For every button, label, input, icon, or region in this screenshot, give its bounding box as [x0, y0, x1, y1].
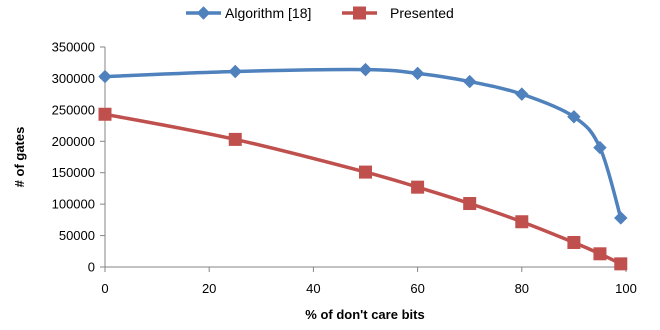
data-point-algorithm [593, 140, 607, 155]
data-point-algorithm [228, 64, 242, 79]
data-point-presented [228, 132, 242, 146]
data-point-algorithm [515, 87, 529, 101]
legend-marker-algorithm [196, 6, 211, 20]
data-point-presented [98, 107, 112, 121]
data-point-algorithm [462, 74, 477, 89]
data-point-presented [614, 257, 628, 271]
data-point-presented [593, 247, 607, 261]
legend-label-algorithm: Algorithm [18] [225, 5, 311, 21]
x-tick-label: 60 [410, 281, 424, 296]
y-tick-label: 50000 [59, 228, 95, 243]
x-tick-label: 20 [202, 281, 216, 296]
data-point-presented [515, 215, 529, 229]
y-tick-label: 350000 [52, 40, 95, 55]
y-tick-label: 300000 [52, 71, 95, 86]
data-point-presented [411, 180, 425, 194]
series-line-algorithm [104, 67, 623, 219]
data-point-algorithm [98, 69, 112, 84]
x-tick-label: 100 [615, 281, 637, 296]
data-point-algorithm [410, 66, 425, 81]
data-point-algorithm [358, 62, 373, 77]
data-point-algorithm [614, 211, 628, 225]
y-tick-label: 200000 [52, 134, 95, 149]
series-line-presented [104, 112, 622, 266]
data-point-presented [567, 235, 581, 249]
series-algorithm [98, 62, 628, 225]
data-point-presented [463, 197, 477, 211]
legend-marker-presented [353, 6, 366, 20]
x-tick-label: 80 [515, 281, 529, 296]
y-tick-label: 0 [88, 260, 95, 275]
legend-label-presented: Presented [390, 5, 454, 21]
y-tick-label: 250000 [52, 102, 95, 117]
x-tick-label: 0 [101, 281, 108, 296]
x-tick-label: 40 [306, 281, 320, 296]
series-presented [98, 107, 628, 271]
y-axis-title: # of gates [12, 127, 27, 188]
y-tick-label: 100000 [52, 197, 95, 212]
y-tick-label: 150000 [52, 165, 95, 180]
axes: 0 50000 100000 150000 200000 250000 300000 3500… [52, 40, 637, 297]
series-group [98, 62, 628, 271]
legend: Algorithm [18] Presented [186, 5, 454, 21]
data-point-presented [359, 165, 372, 179]
data-point-algorithm [567, 110, 581, 124]
x-axis-title: % of don't care bits [305, 307, 424, 322]
